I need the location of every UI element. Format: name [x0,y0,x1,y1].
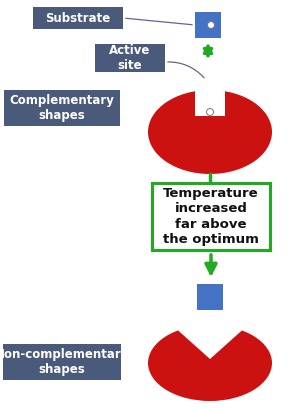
Text: Complementary
shapes: Complementary shapes [9,94,114,122]
Text: Temperature
increased
far above
the optimum: Temperature increased far above the opti… [163,187,259,245]
Ellipse shape [148,325,272,401]
FancyBboxPatch shape [3,344,121,380]
Bar [195,90,225,116]
Ellipse shape [148,90,272,174]
Circle shape [206,108,213,115]
Text: Non-complementary
shapes: Non-complementary shapes [0,348,129,376]
Circle shape [208,22,215,29]
FancyBboxPatch shape [4,90,120,126]
FancyBboxPatch shape [33,7,123,29]
Text: Substrate: Substrate [45,11,111,25]
Bar [195,12,221,38]
Bar [152,183,270,250]
FancyBboxPatch shape [95,44,165,72]
Text: Active
site: Active site [109,44,151,72]
Polygon shape [172,325,248,359]
Bar [197,284,223,310]
